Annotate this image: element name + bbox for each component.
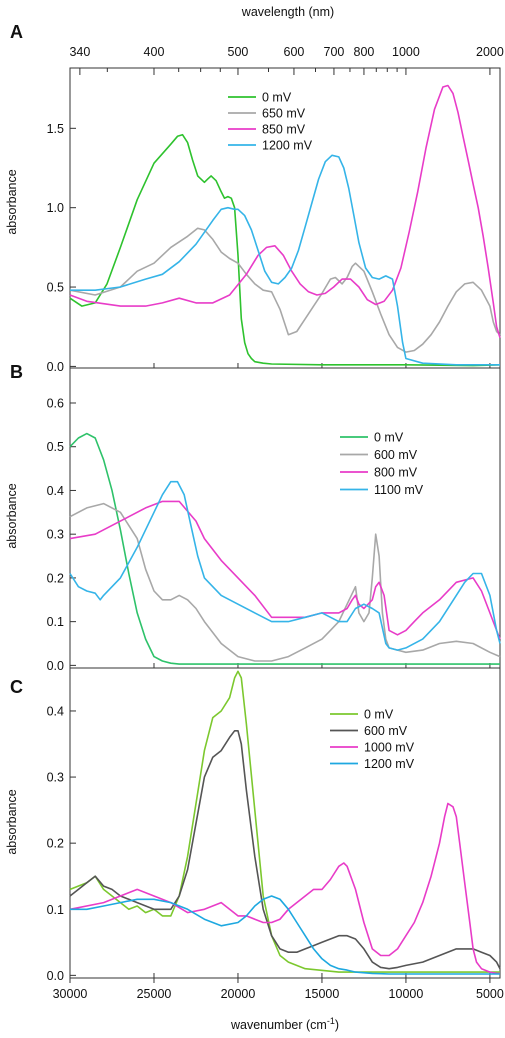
y-tick-label: 0.1 [47,615,64,629]
series-line-4 [69,480,501,651]
series-line-3 [69,802,500,975]
x-axis-tick-label: 25000 [137,987,172,1001]
series-line-1 [69,670,500,973]
y-tick-label: 0.1 [47,903,64,917]
top-axis-tick-label: 1000 [392,45,420,59]
series-line-2 [69,227,501,353]
series-line-3 [69,500,501,640]
panel-B: B absorbance 0.0 0.1 0.2 0.3 0.4 0.5 0.6 0 mV 60… [5,362,501,673]
top-axis-tick-label: 800 [354,45,375,59]
series-line-4 [70,154,500,366]
legend-label: 650 mV [262,107,306,121]
panel-b-plot: 0.0 0.1 0.2 0.3 0.4 0.5 0.6 0 mV 600 mV 800 mV 110… [47,367,501,673]
panel-letter-b: B [10,362,23,382]
y-tick-label: 0.3 [47,771,64,785]
y-tick-label: 0.2 [47,837,64,851]
y-tick-label: 1.5 [47,122,64,136]
x-axis-tick-label: 10000 [389,987,424,1001]
y-tick-label: 1.0 [47,201,64,215]
series-line-1 [69,133,501,367]
top-axis-tick-label: 340 [69,45,90,59]
x-axis-title: wavenumber (cm-1) [230,1016,339,1032]
legend-label: 1200 mV [262,139,313,153]
top-axis-title: wavelength (nm) [241,5,334,19]
y-tick-label: 0.0 [47,360,64,374]
panel-A: A absorbance 0.0 0.5 1.0 1.5 0 mV 650 mV 850 m… [5,22,501,374]
legend-label: 0 mV [364,708,394,722]
plot-frame [69,667,501,979]
legend-label: 1200 mV [364,757,415,771]
legend-label: 850 mV [262,123,306,137]
panel-c-plot: 0.0 0.1 0.2 0.3 0.4 0 mV 600 mV 1000 mV 1200 mV [47,667,501,983]
panel-a-plot: 0.0 0.5 1.0 1.5 0 mV 650 mV 850 mV 1200 mV [47,67,501,374]
legend-label: 0 mV [262,91,292,105]
top-axis-ticks: 340 400 500 600 700 800 1000 2000 [69,45,504,75]
series-line-2 [69,730,501,970]
panel-letter-c: C [10,677,23,697]
panel-b-ylabel: absorbance [5,483,19,548]
series-line-3 [69,84,501,339]
y-tick-label: 0.0 [47,969,64,983]
legend-label: 600 mV [374,448,418,462]
x-axis-tick-label: 5000 [476,987,504,1001]
legend-label: 800 mV [374,466,418,480]
x-axis-tick-label: 30000 [53,987,88,1001]
x-axis-tick-label: 20000 [221,987,256,1001]
panel-C: C absorbance 0.0 0.1 0.2 0.3 0.4 0 mV 600 mV 10… [5,667,501,983]
y-tick-label: 0.4 [47,704,64,718]
series-line-2 [69,502,501,662]
y-tick-label: 0.2 [47,571,64,585]
y-tick-label: 0.5 [47,440,64,454]
series-line-1 [69,432,500,665]
panel-letter-a: A [10,22,23,42]
plot-frame [69,367,501,669]
top-axis-tick-label: 700 [324,45,345,59]
top-axis-tick-label: 600 [284,45,305,59]
series-line-4 [70,895,500,975]
legend-label: 1100 mV [374,483,424,497]
bottom-axis-ticks: 30000 25000 20000 15000 10000 5000 [53,978,504,1001]
top-axis-tick-label: 500 [228,45,249,59]
y-tick-label: 0.5 [47,281,64,295]
legend-label: 600 mV [364,724,408,738]
legend-label: 1000 mV [364,741,415,755]
y-tick-label: 0.3 [47,528,64,542]
top-axis-tick-label: 2000 [476,45,504,59]
top-axis-tick-label: 400 [144,45,165,59]
panel-c-ylabel: absorbance [5,789,19,854]
y-tick-label: 0.4 [47,484,64,498]
x-axis-tick-label: 15000 [305,987,340,1001]
y-tick-label: 0.6 [47,396,64,410]
legend-label: 0 mV [374,431,404,445]
y-tick-label: 0.0 [47,659,64,673]
panel-a-ylabel: absorbance [5,169,19,234]
